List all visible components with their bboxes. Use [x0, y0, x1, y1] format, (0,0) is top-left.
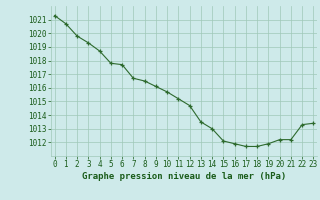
- X-axis label: Graphe pression niveau de la mer (hPa): Graphe pression niveau de la mer (hPa): [82, 172, 286, 181]
